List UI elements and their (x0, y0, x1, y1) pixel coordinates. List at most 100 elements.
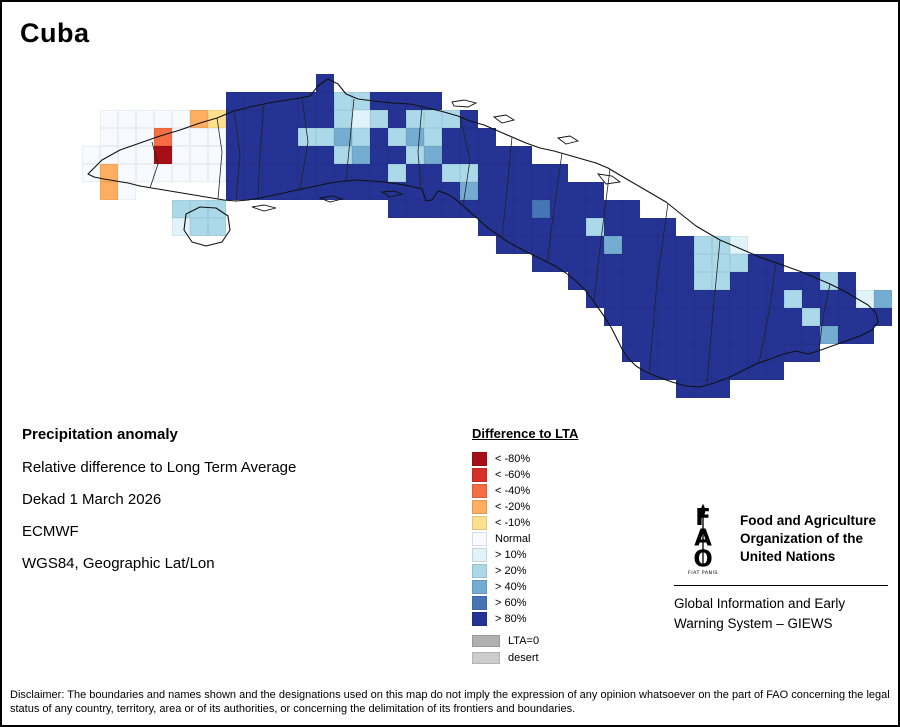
grid-cell (712, 236, 730, 254)
legend-item: > 10% (472, 548, 578, 562)
grid-cell (442, 146, 460, 164)
grid-cell (334, 128, 352, 146)
grid-cell (100, 128, 118, 146)
province-boundary (257, 103, 265, 199)
grid-cell (730, 362, 748, 380)
grid-cell (388, 200, 406, 218)
grid-cell (640, 254, 658, 272)
legend-label: < -80% (495, 453, 531, 465)
grid-cell (118, 146, 136, 164)
grid-cell (496, 182, 514, 200)
wheat-ear (700, 503, 706, 518)
grid-cell (244, 182, 262, 200)
grid-cell (802, 326, 820, 344)
legend-swatch (472, 452, 487, 466)
grid-cell (226, 182, 244, 200)
grid-cell (658, 362, 676, 380)
grid-cell (766, 254, 784, 272)
grid-cell (712, 326, 730, 344)
grid-cell (334, 110, 352, 128)
grid-cell (532, 236, 550, 254)
grid-cell (226, 92, 244, 110)
legend-label: < -60% (495, 469, 531, 481)
grid-cell (280, 92, 298, 110)
grid-cell (766, 344, 784, 362)
grid-cell (550, 218, 568, 236)
grid-cell (406, 92, 424, 110)
province-boundary (593, 168, 611, 301)
grid-cell (334, 92, 352, 110)
grid-cell (712, 344, 730, 362)
grid-cell (298, 110, 316, 128)
grid-cell (766, 362, 784, 380)
fao-letter: F (695, 505, 711, 531)
grid-cell (424, 110, 442, 128)
grid-cell (154, 128, 172, 146)
legend-item: > 40% (472, 580, 578, 594)
grid-cell (424, 182, 442, 200)
grid-cell (244, 146, 262, 164)
grid-cell (532, 200, 550, 218)
grid-cell (568, 254, 586, 272)
grid-cell (100, 146, 118, 164)
grid-cell (676, 308, 694, 326)
province-boundary (501, 136, 513, 239)
grid-cell (298, 92, 316, 110)
grid-cell (640, 236, 658, 254)
grid-cell (586, 218, 604, 236)
grid-cell (514, 146, 532, 164)
grid-cell (676, 290, 694, 308)
grid-cell (424, 92, 442, 110)
grid-cell (496, 218, 514, 236)
grid-cell (316, 110, 334, 128)
grid-cell (460, 110, 478, 128)
grid-cell (766, 272, 784, 290)
info-subtitle: Relative difference to Long Term Average (22, 459, 297, 476)
grid-cell (802, 272, 820, 290)
province-boundary (706, 239, 721, 384)
grid-cell (550, 182, 568, 200)
grid-cell (262, 146, 280, 164)
grid-cell (244, 164, 262, 182)
cay-outline (556, 135, 580, 145)
grid-cell (280, 146, 298, 164)
info-heading: Precipitation anomaly (22, 426, 178, 443)
grid-cell (622, 326, 640, 344)
grid-cell (406, 146, 424, 164)
cay-outline (380, 190, 404, 198)
grid-cell (316, 128, 334, 146)
grid-cell (262, 182, 280, 200)
grid-cell (370, 128, 388, 146)
grid-cell (586, 272, 604, 290)
province-boundary (417, 105, 423, 190)
grid-cell (748, 272, 766, 290)
coastline-overlay (87, 78, 879, 388)
grid-cell (226, 164, 244, 182)
grid-cell (748, 254, 766, 272)
grid-cell (568, 272, 586, 290)
grid-cell (208, 128, 226, 146)
legend-label: < -20% (495, 501, 531, 513)
cuba-map (2, 2, 900, 432)
grid-cell (694, 326, 712, 344)
grid-cell (640, 326, 658, 344)
grid-cell (136, 128, 154, 146)
grid-cell (190, 110, 208, 128)
legend-label: LTA=0 (508, 635, 540, 647)
grid-cell (694, 290, 712, 308)
grid-cell (784, 344, 802, 362)
grid-cell (676, 362, 694, 380)
grid-cell (136, 164, 154, 182)
grid-cell (676, 326, 694, 344)
province-boundary (149, 141, 159, 189)
legend-label: > 60% (495, 597, 527, 609)
legend-swatch (472, 652, 500, 664)
grid-cell (640, 272, 658, 290)
grid-cell (154, 110, 172, 128)
grid-cell (334, 146, 352, 164)
grid-cell (622, 308, 640, 326)
legend-title: Difference to LTA (472, 426, 579, 441)
grid-cell (154, 146, 172, 164)
legend-label: < -40% (495, 485, 531, 497)
legend-label: > 10% (495, 549, 527, 561)
